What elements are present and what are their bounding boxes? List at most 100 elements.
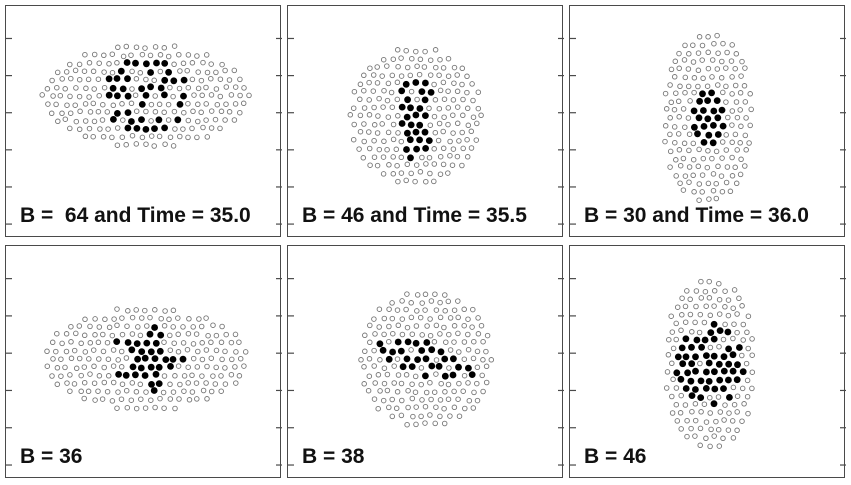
particle-filled: [450, 355, 457, 363]
particle-hollow: [123, 387, 130, 394]
particle-hollow: [672, 58, 679, 65]
particle-hollow: [469, 81, 475, 87]
particle-filled: [674, 353, 682, 361]
particle-hollow: [445, 170, 451, 176]
particle-hollow: [109, 332, 116, 339]
particle-hollow: [741, 83, 748, 89]
particle-hollow: [732, 164, 738, 171]
particle-hollow: [375, 113, 381, 119]
particle-hollow: [199, 356, 206, 363]
particle-hollow: [222, 365, 228, 371]
particle-hollow: [668, 99, 675, 106]
particle-filled: [449, 371, 457, 379]
particle-filled: [455, 363, 462, 371]
particle-hollow: [744, 329, 750, 336]
particle-filled: [397, 347, 405, 355]
particle-hollow: [427, 170, 433, 177]
particle-hollow: [450, 146, 457, 152]
particle-hollow: [408, 170, 414, 177]
particle-filled: [141, 354, 149, 362]
particle-hollow: [114, 142, 121, 148]
particle-hollow: [697, 311, 704, 318]
particle-hollow: [440, 79, 447, 86]
particle-filled: [402, 80, 410, 88]
panel-2: B = 46 and Time = 35.5: [287, 5, 564, 237]
particle-hollow: [673, 173, 679, 179]
particle-hollow: [59, 110, 65, 117]
particle-hollow: [673, 90, 679, 96]
particle-hollow: [91, 118, 98, 125]
particle-hollow: [687, 98, 693, 104]
particle-hollow: [447, 347, 454, 353]
particle-hollow: [727, 188, 734, 195]
particle-hollow: [351, 121, 357, 128]
particle-hollow: [464, 154, 471, 160]
particle-hollow: [161, 373, 168, 379]
particle-filled: [465, 364, 472, 372]
particle-hollow: [728, 58, 735, 64]
particle-hollow: [474, 397, 481, 404]
particle-hollow: [667, 115, 673, 121]
particle-filled: [718, 106, 726, 114]
particle-hollow: [87, 371, 93, 377]
particle-hollow: [414, 63, 420, 69]
particle-hollow: [742, 132, 749, 139]
particle-hollow: [95, 76, 102, 82]
particle-hollow: [172, 405, 178, 412]
particle-hollow: [470, 114, 477, 120]
particle-hollow: [465, 346, 472, 353]
particle-hollow: [195, 85, 202, 92]
particle-hollow: [185, 380, 191, 386]
particle-filled: [697, 377, 705, 385]
particle-hollow: [682, 173, 689, 179]
particle-filled: [714, 114, 722, 122]
particle-hollow: [726, 410, 732, 416]
particle-hollow: [203, 315, 209, 321]
particle-hollow: [675, 131, 682, 137]
particle-hollow: [95, 339, 102, 346]
particle-filled: [161, 124, 169, 132]
particle-hollow: [410, 413, 416, 420]
panel-4-plot: [6, 278, 282, 466]
particle-hollow: [109, 398, 116, 404]
particle-hollow: [241, 363, 247, 369]
particle-filled: [428, 346, 436, 354]
particle-hollow: [233, 380, 239, 386]
particle-filled: [687, 377, 695, 385]
particle-hollow: [724, 164, 731, 170]
particle-hollow: [714, 66, 721, 72]
particle-hollow: [133, 76, 140, 82]
particle-filled: [124, 75, 131, 83]
particle-hollow: [405, 404, 411, 411]
particle-hollow: [692, 417, 699, 424]
particle-hollow: [399, 331, 406, 338]
particle-hollow: [152, 307, 158, 313]
panel-1: B = 64 and Time = 35.0: [5, 5, 282, 237]
particle-hollow: [433, 404, 439, 410]
particle-hollow: [208, 355, 215, 361]
particle-hollow: [680, 106, 687, 112]
particle-hollow: [50, 93, 56, 99]
particle-filled: [677, 375, 685, 383]
particle-hollow: [386, 338, 392, 345]
particle-filled: [123, 59, 131, 66]
particle-filled: [418, 88, 426, 95]
particle-hollow: [110, 363, 117, 369]
particle-hollow: [394, 307, 401, 313]
particle-filled: [416, 121, 424, 129]
particle-hollow: [699, 189, 705, 195]
particle-hollow: [725, 114, 731, 121]
particle-hollow: [745, 345, 751, 352]
particle-hollow: [357, 112, 364, 119]
particle-hollow: [370, 88, 377, 94]
particle-hollow: [54, 84, 60, 91]
particle-hollow: [394, 79, 401, 86]
particle-hollow: [81, 332, 88, 339]
particle-hollow: [371, 363, 377, 369]
particle-filled: [422, 79, 429, 87]
particle-hollow: [381, 365, 388, 371]
particle-hollow: [403, 47, 409, 54]
particle-hollow: [78, 340, 84, 347]
particle-hollow: [133, 389, 140, 395]
panel-6-label: B = 46: [584, 445, 647, 468]
